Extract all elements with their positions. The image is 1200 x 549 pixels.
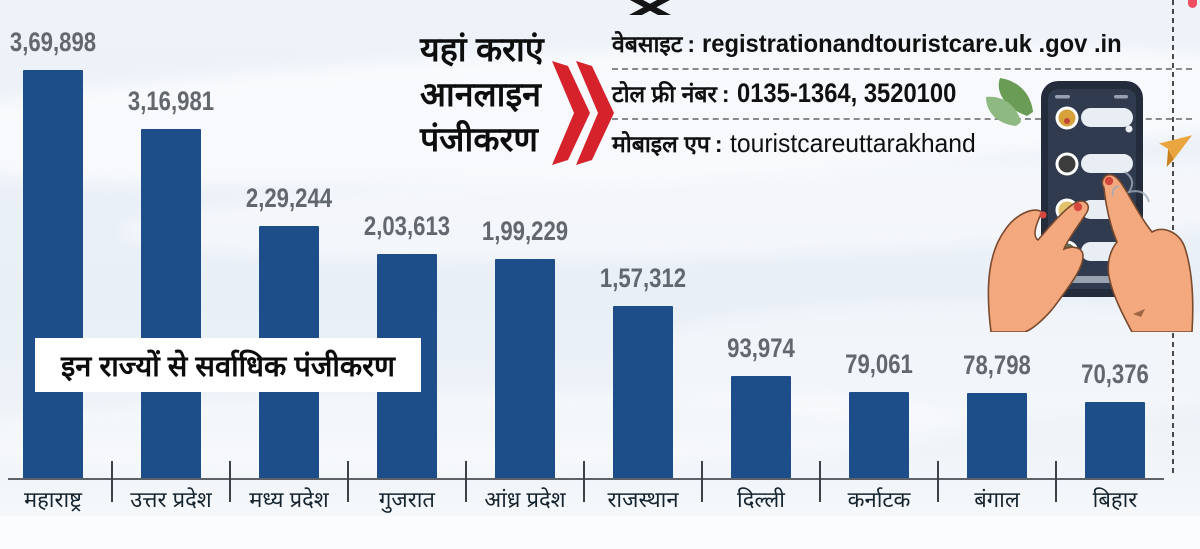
bar-value-label: 78,798: [963, 350, 1031, 380]
axis-tick: [229, 461, 231, 502]
x-axis-label: कर्नाटक: [847, 487, 911, 512]
bar-8: [849, 392, 909, 480]
red-dot-decoration: [1188, 0, 1197, 8]
bar-column: 93,974: [702, 0, 820, 480]
axis-tick: [583, 461, 585, 502]
bar-column: 79,061: [820, 0, 938, 480]
bar-column: 2,29,244: [230, 0, 348, 480]
bar-value-label: 70,376: [1081, 359, 1149, 389]
bar-9: [967, 393, 1027, 480]
bar-7: [731, 376, 791, 480]
bar-value-label: 1,99,229: [481, 216, 569, 246]
nail-polish: [1073, 202, 1083, 212]
x-axis-label: दिल्ली: [737, 487, 785, 512]
x-axis-label: राजस्थान: [607, 487, 679, 512]
x-axis-label: गुजरात: [379, 487, 435, 512]
x-axis-label: महाराष्ट्र: [23, 487, 83, 512]
bar-column: 3,16,981: [112, 0, 230, 480]
bar-column: 78,798: [938, 0, 1056, 480]
bar-1: [23, 70, 83, 480]
tollfree-value: 0135-1364, 3520100: [736, 78, 956, 108]
x-axis-label: मध्य प्रदेश: [249, 487, 329, 512]
bar-value-label: 2,03,613: [363, 211, 451, 241]
bar-value-label: 3,69,898: [9, 27, 97, 57]
bar-10: [1085, 402, 1145, 480]
hands-holding-smartphone-illustration: [986, 78, 1194, 332]
paper-plane-icon: [1159, 135, 1193, 168]
colon: :: [714, 131, 723, 157]
cta-line-2: आनलाइन: [420, 76, 542, 114]
nail-polish: [1039, 211, 1047, 219]
bar-column: 1,57,312: [584, 0, 702, 480]
axis-tick: [819, 461, 821, 502]
bar-value-label: 1,57,312: [599, 263, 687, 293]
axis-tick: [347, 461, 349, 502]
axis-tick: [111, 461, 113, 502]
cta-line-3: पंजीकरण: [420, 121, 538, 159]
cta-line-1: यहां कराएं: [420, 31, 544, 69]
tollfree-label: टोल फ्री नंबर: [612, 81, 717, 107]
x-axis-line: [8, 478, 1164, 480]
bar-6: [613, 306, 673, 480]
x-axis-label: बिहार: [1092, 487, 1138, 512]
website-value: registrationandtouristcare.uk .gov .in: [701, 30, 1122, 58]
nail-polish: [1104, 176, 1114, 186]
colon: :: [721, 81, 730, 107]
axis-tick: [465, 461, 467, 502]
bar-2: [141, 129, 201, 480]
chart-title: इन राज्यों से सर्वाधिक पंजीकरण: [61, 350, 395, 383]
mobile-app-value: touristcareuttarakhand: [729, 128, 976, 158]
bar-value-label: 3,16,981: [127, 86, 215, 116]
x-axis-label: बंगाल: [974, 487, 1020, 512]
axis-tick: [701, 461, 703, 502]
bar-value-label: 79,061: [845, 349, 913, 379]
chart-title-box: इन राज्यों से सर्वाधिक पंजीकरण: [35, 338, 421, 392]
axis-tick: [937, 461, 939, 502]
chat-row: [1055, 152, 1133, 176]
axis-tick: [1055, 461, 1057, 502]
bar-value-label: 93,974: [727, 333, 795, 363]
bar-column: 70,376: [1056, 0, 1174, 480]
bottom-band: [0, 516, 1200, 549]
left-hand: [987, 200, 1090, 332]
website-label: वेबसाइट: [612, 31, 683, 57]
bar-column: 3,69,898: [0, 0, 112, 480]
x-axis-label: उत्तर प्रदेश: [130, 487, 212, 512]
contact-row-website: वेबसाइट: registrationandtouristcare.uk .…: [612, 20, 1192, 70]
bar-5: [495, 259, 555, 480]
bar-value-label: 2,29,244: [245, 183, 333, 213]
leaf-icon: [986, 78, 1033, 126]
cta-heading: यहां कराएं आनलाइन पंजीकरण: [420, 28, 544, 163]
x-axis-label: आंध्र प्रदेश: [484, 487, 566, 512]
x-axis-labels: महाराष्ट्र उत्तर प्रदेश मध्य प्रदेश गुजरात आ…: [0, 484, 1174, 518]
colon: :: [687, 31, 695, 57]
mobile-app-label: मोबाइल एप: [612, 131, 710, 157]
cropped-headline-glyph: [629, 0, 671, 15]
bar-column: 1,99,229: [466, 0, 584, 480]
double-chevron-right-icon: [552, 61, 614, 165]
